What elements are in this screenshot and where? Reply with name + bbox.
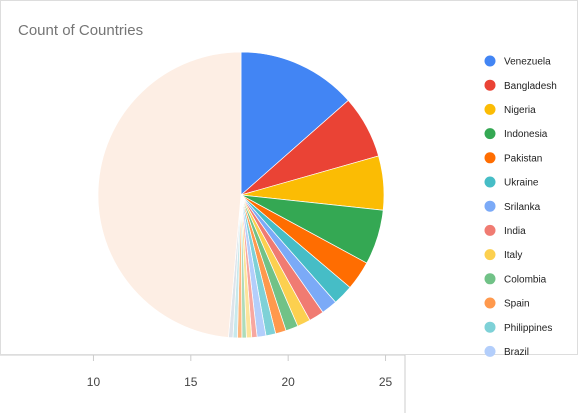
legend-marker — [484, 297, 496, 309]
x-tick-label: 15 — [184, 375, 198, 389]
legend-marker — [484, 152, 496, 164]
legend-marker — [484, 128, 496, 140]
pie-slice — [97, 51, 242, 338]
legend-marker — [484, 273, 496, 285]
legend-marker — [484, 55, 496, 67]
legend-label: Bangladesh — [504, 81, 557, 92]
x-tick-label: 20 — [281, 375, 295, 389]
legend-label: Srilanka — [504, 202, 541, 213]
legend-label: Venezuela — [504, 57, 551, 68]
legend-marker — [484, 103, 496, 115]
legend-label: Philippines — [504, 323, 552, 334]
legend-label: Brazil — [504, 347, 529, 358]
legend-marker — [484, 176, 496, 188]
x-tick-label: 10 — [87, 375, 101, 389]
legend-marker — [484, 79, 496, 91]
x-tick-label: 25 — [379, 375, 393, 389]
legend-label: Nigeria — [504, 105, 536, 116]
legend-label: Indonesia — [504, 129, 548, 140]
legend-marker — [484, 224, 496, 236]
legend-marker — [484, 321, 496, 333]
legend-label: Pakistan — [504, 153, 542, 164]
legend-label: Spain — [504, 299, 530, 310]
legend-label: India — [504, 226, 526, 237]
legend-label: Colombia — [504, 274, 547, 285]
chart-title: Count of Countries — [18, 22, 143, 39]
legend-marker — [484, 345, 496, 357]
legend-label: Ukraine — [504, 178, 539, 189]
legend-marker — [484, 200, 496, 212]
pie-slice — [240, 51, 349, 196]
legend-marker — [484, 249, 496, 261]
legend-label: Italy — [504, 250, 522, 261]
